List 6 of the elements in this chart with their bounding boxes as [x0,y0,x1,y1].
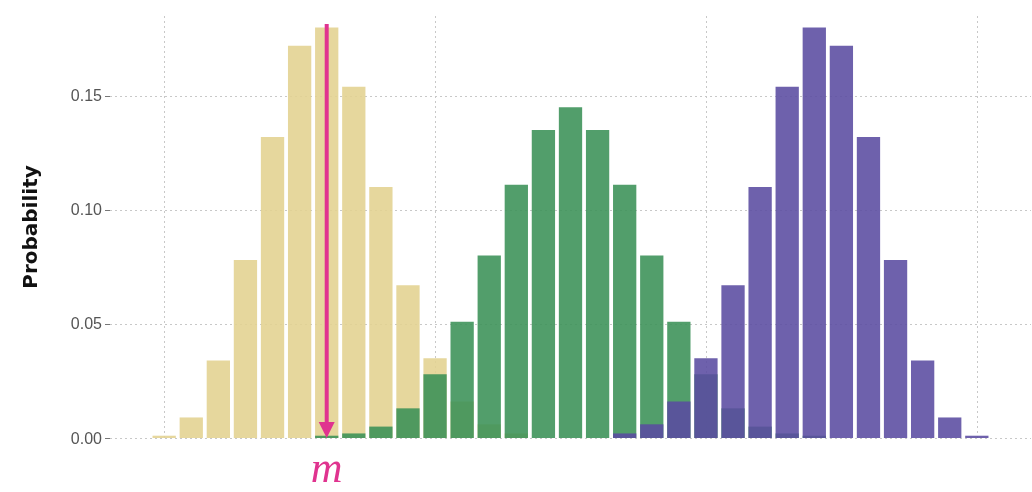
y-tick-label: 0.00 [70,429,103,447]
y-axis-title: Probability [18,165,42,289]
y-tick-label: 0.15 [70,87,103,105]
y-tick-label: 0.05 [70,315,103,333]
text: m [310,443,343,492]
y-tick-label: 0.10 [70,201,103,219]
